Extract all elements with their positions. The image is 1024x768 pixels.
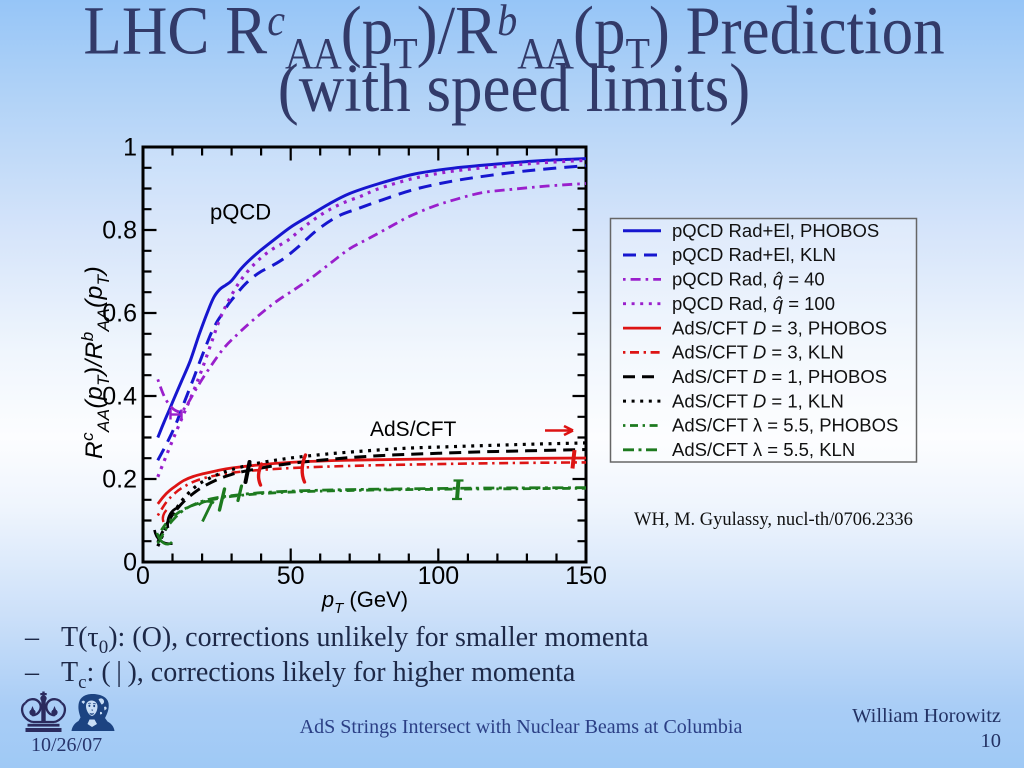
svg-text:AdS/CFT D = 1, KLN: AdS/CFT D = 1, KLN bbox=[672, 390, 844, 411]
svg-text:0: 0 bbox=[123, 549, 137, 577]
svg-text:50: 50 bbox=[277, 562, 305, 590]
svg-text:RcAA(pT)/RbAA(pT): RcAA(pT)/RbAA(pT) bbox=[78, 266, 113, 459]
svg-text:pT (GeV): pT (GeV) bbox=[321, 587, 408, 617]
svg-text:0.4: 0.4 bbox=[102, 383, 137, 411]
svg-text:AdS/CFT λ = 5.5, PHOBOS: AdS/CFT λ = 5.5, PHOBOS bbox=[672, 415, 898, 436]
svg-text:150: 150 bbox=[565, 562, 607, 590]
svg-text:AdS/CFT: AdS/CFT bbox=[370, 418, 457, 441]
svg-text:0.8: 0.8 bbox=[102, 217, 137, 245]
svg-text:pQCD Rad, q̂ = 100: pQCD Rad, q̂ = 100 bbox=[672, 293, 835, 314]
svg-text:1: 1 bbox=[123, 134, 137, 162]
svg-text:AdS/CFT λ = 5.5, KLN: AdS/CFT λ = 5.5, KLN bbox=[672, 439, 855, 460]
svg-text:pQCD Rad, q̂ = 40: pQCD Rad, q̂ = 40 bbox=[672, 269, 825, 290]
svg-text:pQCD: pQCD bbox=[210, 200, 271, 225]
svg-text:pQCD Rad+El, KLN: pQCD Rad+El, KLN bbox=[672, 244, 836, 265]
svg-text:0.2: 0.2 bbox=[102, 466, 137, 494]
svg-text:AdS/CFT D = 1, PHOBOS: AdS/CFT D = 1, PHOBOS bbox=[672, 366, 887, 387]
svg-text:0: 0 bbox=[136, 562, 150, 590]
svg-text:100: 100 bbox=[417, 562, 459, 590]
svg-text:AdS/CFT D = 3, PHOBOS: AdS/CFT D = 3, PHOBOS bbox=[672, 317, 887, 338]
svg-text:0.6: 0.6 bbox=[102, 300, 137, 328]
svg-text:AdS/CFT D = 3, KLN: AdS/CFT D = 3, KLN bbox=[672, 342, 844, 363]
svg-text:pQCD Rad+El, PHOBOS: pQCD Rad+El, PHOBOS bbox=[672, 220, 879, 241]
